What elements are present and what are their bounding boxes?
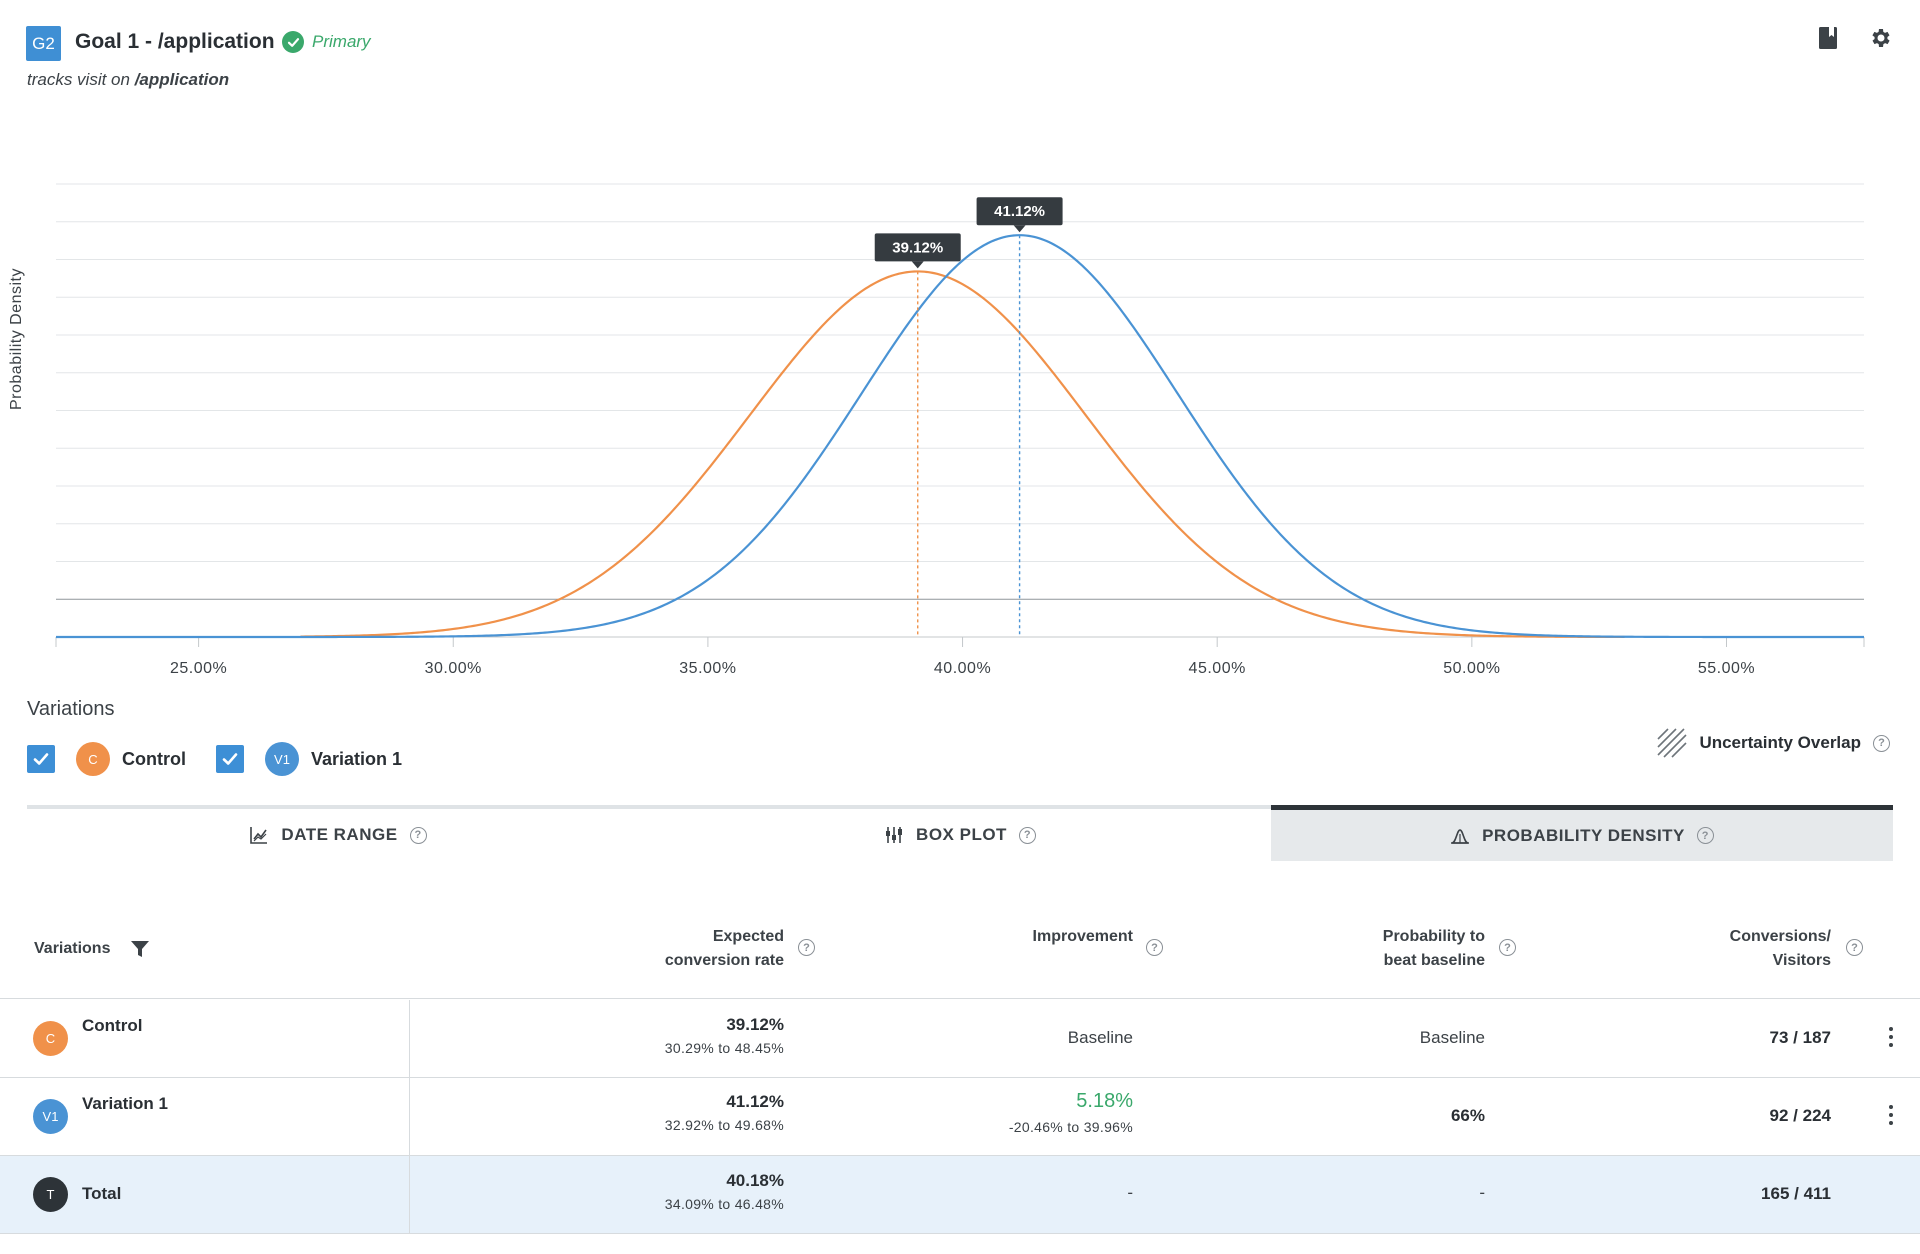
density-chart: 25.00% 30.00% 35.00% 40.00% 45.00% 50.00% 55.0… [55,183,1865,677]
help-icon[interactable]: ? [1873,734,1890,752]
row-name-cell: C Control [0,1000,410,1077]
expected-rate-range: 30.29% to 48.45% [664,1040,784,1056]
expected-rate-value: 39.12% [726,1015,784,1034]
expected-rate-header: Expected conversion rate [665,925,784,973]
improvement-range: -20.46% to 39.96% [1008,1119,1133,1135]
help-icon[interactable]: ? [1146,939,1163,956]
probability-header-line2: beat baseline [1383,952,1485,969]
conversions-value: 165 / 411 [1761,1184,1831,1203]
variation-1-avatar: V1 [264,742,299,776]
primary-status: Primary [282,31,371,53]
goal-title: Goal 1 - /application [75,30,275,53]
table-row-control[interactable]: C Control 39.12% 30.29% to 48.45% Baseli… [0,1000,1920,1078]
improvement-value: 5.18% [1076,1090,1133,1112]
peak-label: 41.12% [994,203,1045,220]
help-icon[interactable]: ? [1696,827,1714,844]
help-icon[interactable]: ? [798,939,815,956]
density-icon [1451,828,1470,844]
uncertainty-overlap-toggle[interactable]: Uncertainty Overlap ? [1657,728,1890,758]
row-name-cell: T Total [0,1156,410,1233]
help-icon[interactable]: ? [1499,939,1516,956]
help-icon[interactable]: ? [1846,939,1863,956]
conversions-value: 92 / 224 [1769,1106,1831,1125]
peak-label-pointer [1013,225,1026,233]
density-curve-control [300,270,1625,639]
expected-rate-value: 41.12% [726,1092,784,1111]
x-tick-label: 50.00% [1443,660,1500,677]
tab-probability-density[interactable]: PROBABILITY DENSITY ? [1271,805,1893,861]
filter-icon[interactable] [130,940,150,958]
check-circle-icon [282,31,304,53]
tab-date-range-label: DATE RANGE [281,825,398,844]
help-icon[interactable]: ? [409,826,427,844]
conversions-header: Conversions/ Visitors [1730,925,1831,973]
control-avatar: C [33,1021,68,1056]
table-row-total: T Total 40.18% 34.09% to 46.48% - - 165 … [0,1156,1920,1234]
probability-header: Probability to beat baseline [1383,925,1485,973]
density-curve-variation-1 [56,234,1864,639]
results-table-header: Variations Expected conversion rate ? Im… [0,925,1920,999]
peak-label-box [874,233,961,262]
expected-header-line1: Expected [712,928,784,945]
x-tick-label: 35.00% [679,660,736,677]
x-tick-label: 25.00% [170,660,227,677]
goal-subtitle: tracks visit on /application [27,70,229,90]
uncertainty-overlap-label: Uncertainty Overlap [1699,733,1861,752]
row-menu-icon[interactable] [1888,1027,1894,1047]
total-avatar: T [33,1177,68,1212]
control-legend-label: Control [122,748,186,769]
control-avatar: C [76,742,110,776]
peak-label: 39.12% [892,239,943,256]
conversions-value: 73 / 187 [1769,1028,1831,1047]
row-name: Total [82,1184,122,1203]
x-tick-label: 45.00% [1189,660,1246,677]
variation-1-checkbox[interactable] [215,745,244,773]
variation-1-legend-label: Variation 1 [310,748,403,769]
tab-probability-density-label: PROBABILITY DENSITY [1482,825,1685,845]
improvement-value: Baseline [1067,1028,1133,1047]
row-name: Variation 1 [82,1094,168,1113]
probability-value: - [1479,1183,1485,1202]
tab-box-plot-label: BOX PLOT [916,825,1007,844]
probability-value: 66% [1450,1106,1485,1125]
row-menu-icon[interactable] [1888,1105,1894,1125]
variation-legend: C Control V1 Variation 1 [27,742,402,776]
peak-label-pointer [911,261,924,269]
chart-view-tabs: DATE RANGE ? BOX PLOT ? PROBABILITY DENS… [27,805,1893,861]
table-row-variation-1[interactable]: V1 Variation 1 41.12% 32.92% to 49.68% 5… [0,1078,1920,1156]
expected-rate-range: 32.92% to 49.68% [664,1117,784,1133]
subtitle-prefix: tracks visit on [27,70,135,89]
variations-column-header: Variations [34,937,150,961]
bookmark-icon[interactable] [1814,24,1842,52]
row-name: Control [82,1016,143,1035]
conversions-header-line2: Visitors [1772,952,1831,969]
x-tick-label: 30.00% [425,660,482,677]
line-chart-icon [250,827,268,844]
peak-label-box [976,197,1063,226]
expected-rate-value: 40.18% [726,1171,784,1190]
x-tick-label: 55.00% [1698,660,1755,677]
improvement-value: - [1127,1183,1133,1202]
tab-date-range[interactable]: DATE RANGE ? [27,809,649,861]
row-name-cell: V1 Variation 1 [0,1078,410,1155]
box-plot-icon [886,827,903,843]
control-checkbox[interactable] [27,745,55,773]
primary-label: Primary [312,32,371,51]
probability-value: Baseline [1419,1028,1485,1047]
hatch-icon [1657,728,1688,758]
gear-icon[interactable] [1866,24,1894,52]
variations-header-label: Variations [34,940,111,957]
improvement-header: Improvement [1032,928,1133,945]
tab-box-plot[interactable]: BOX PLOT ? [649,809,1271,861]
expected-header-line2: conversion rate [664,952,784,969]
variation-1-avatar: V1 [33,1099,68,1134]
probability-header-line1: Probability to [1382,928,1485,945]
subtitle-path: /application [134,70,230,89]
goal-badge: G2 [26,26,61,61]
variations-title: Variations [27,698,115,720]
expected-rate-range: 34.09% to 46.48% [664,1196,784,1212]
x-tick-label: 40.00% [934,660,991,677]
help-icon[interactable]: ? [1018,826,1036,844]
conversions-header-line1: Conversions/ [1729,928,1831,945]
